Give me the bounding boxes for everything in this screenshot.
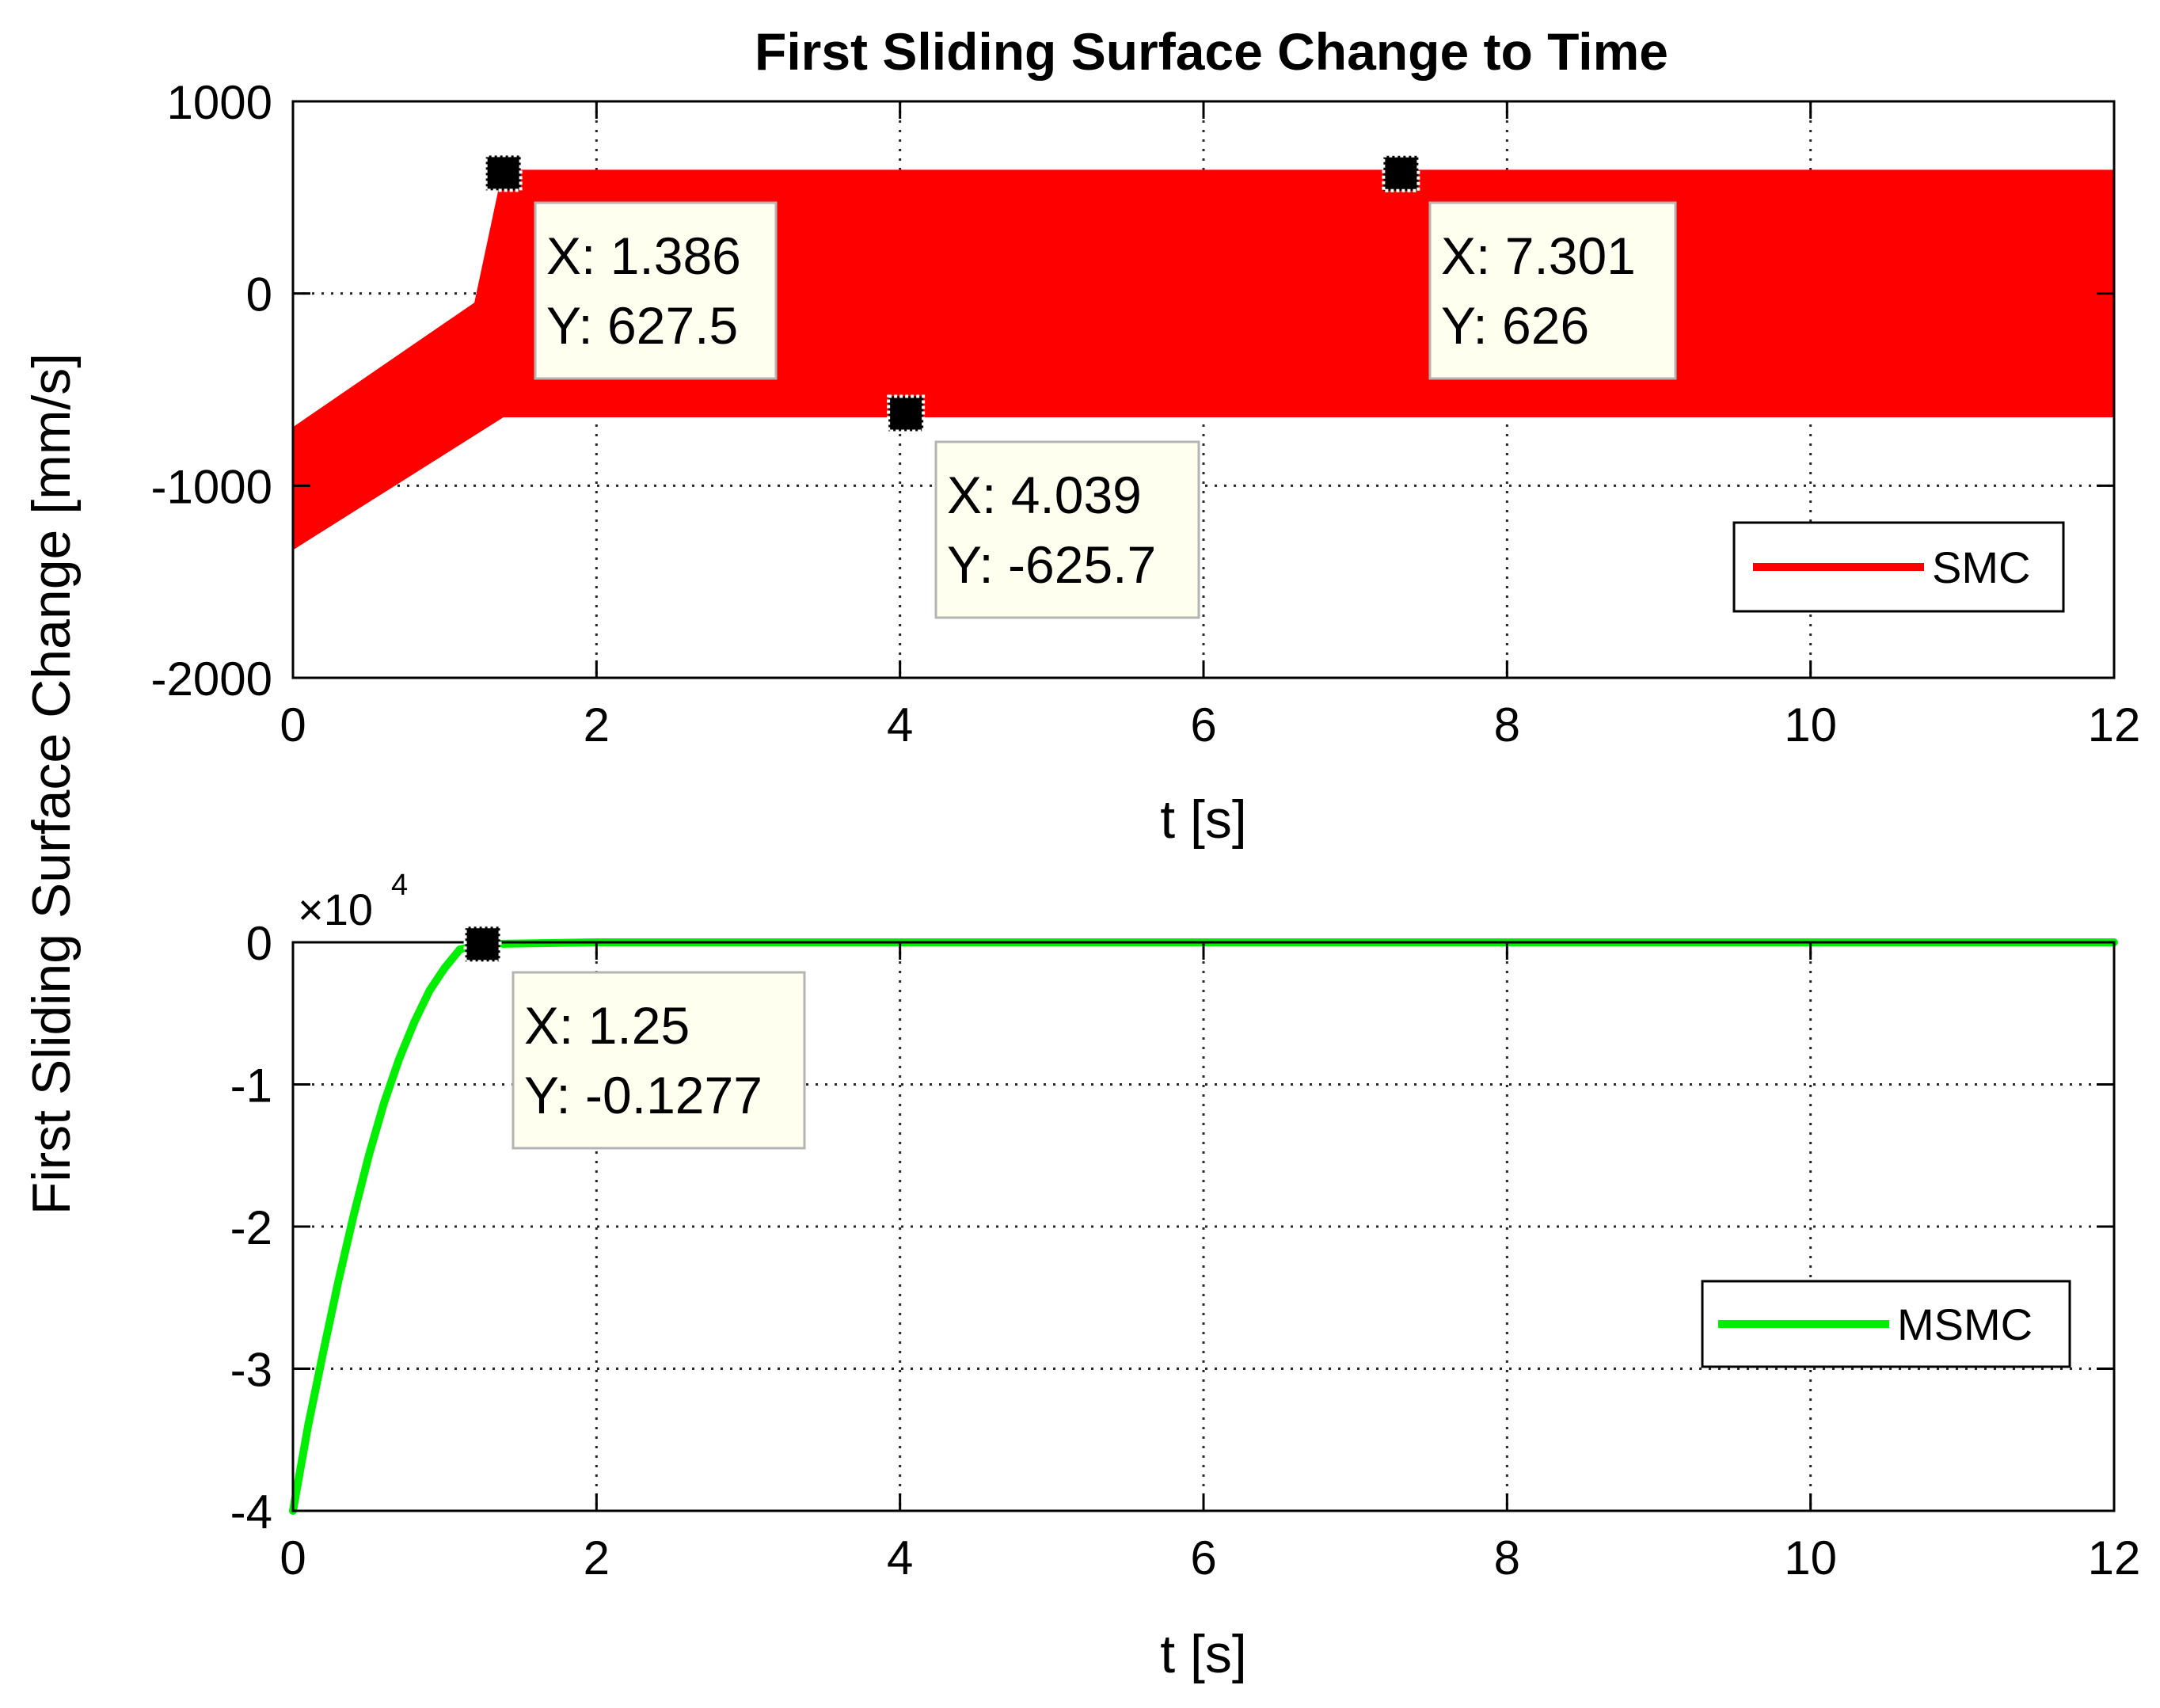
bottom-datatip-1[interactable]: X: 1.25 Y: -0.1277 bbox=[511, 971, 806, 1150]
top-x-tick-label: 2 bbox=[584, 698, 610, 751]
top-x-tick-label: 8 bbox=[1494, 698, 1520, 751]
bottom-legend[interactable]: MSMC bbox=[1701, 1280, 2071, 1368]
top-x-axis-label: t [s] bbox=[1160, 789, 1247, 850]
top-datatip-markers bbox=[484, 154, 1420, 433]
y-axis-label: First Sliding Surface Change [mm/s] bbox=[21, 353, 82, 1215]
top-x-tick-label: 10 bbox=[1784, 698, 1837, 751]
top-x-tick-labels: 0 2 4 6 8 10 12 bbox=[280, 698, 2140, 751]
top-datatip-3-y: Y: 626 bbox=[1441, 296, 1589, 355]
top-datatip-2-x: X: 4.039 bbox=[947, 466, 1142, 524]
bot-x-tick-label: 0 bbox=[280, 1531, 306, 1584]
bot-y-tick-label: -4 bbox=[230, 1485, 272, 1539]
bot-datatip-marker[interactable] bbox=[463, 925, 502, 964]
bottom-subplot: 0 2 4 6 8 10 12 0 -1 -2 -3 -4 t [s] ×10 4 X: 1.25 … bbox=[230, 869, 2141, 1684]
bottom-datatip-1-x: X: 1.25 bbox=[524, 996, 690, 1055]
top-legend[interactable]: SMC bbox=[1732, 521, 2065, 613]
top-x-tick-label: 0 bbox=[280, 698, 306, 751]
top-datatip-marker[interactable] bbox=[484, 154, 523, 192]
top-datatip-2-box bbox=[934, 440, 1200, 619]
bottom-legend-label: MSMC bbox=[1897, 1299, 2033, 1349]
bottom-datatip-markers bbox=[463, 925, 502, 964]
bot-y-tick-label: -3 bbox=[230, 1344, 272, 1397]
bottom-y-multiplier: ×10 4 bbox=[298, 869, 408, 934]
top-datatip-3-x: X: 7.301 bbox=[1441, 226, 1636, 285]
top-y-tick-label: 0 bbox=[246, 268, 272, 321]
bottom-y-multiplier-base: ×10 bbox=[298, 884, 373, 934]
top-x-tick-label: 4 bbox=[887, 698, 913, 751]
bottom-x-axis-label: t [s] bbox=[1160, 1624, 1247, 1684]
bot-x-tick-label: 6 bbox=[1190, 1531, 1216, 1584]
top-subplot: 0 2 4 6 8 10 12 1000 0 -1000 -2000 t [s] X: 1.386… bbox=[151, 76, 2141, 850]
top-datatip-1-y: Y: 627.5 bbox=[546, 296, 738, 355]
top-y-tick-labels: 1000 0 -1000 -2000 bbox=[151, 76, 272, 706]
top-datatip-2[interactable]: X: 4.039 Y: -625.7 bbox=[934, 440, 1200, 619]
bottom-axes-box bbox=[291, 941, 2116, 1512]
bot-y-tick-label: -1 bbox=[230, 1059, 272, 1113]
top-axes-box bbox=[291, 100, 2116, 679]
bottom-datatip-1-box bbox=[511, 971, 806, 1150]
top-datatip-1[interactable]: X: 1.386 Y: 627.5 bbox=[534, 201, 778, 380]
bot-x-tick-label: 8 bbox=[1494, 1531, 1520, 1584]
top-x-tick-label: 12 bbox=[2088, 698, 2141, 751]
bot-y-tick-label: -2 bbox=[230, 1201, 272, 1254]
top-y-tick-label: 1000 bbox=[167, 76, 272, 129]
top-legend-label: SMC bbox=[1932, 542, 2030, 592]
top-datatip-marker[interactable] bbox=[887, 394, 926, 433]
bot-y-tick-label: 0 bbox=[246, 917, 272, 970]
bot-x-tick-label: 10 bbox=[1784, 1531, 1837, 1584]
top-datatip-3[interactable]: X: 7.301 Y: 626 bbox=[1428, 201, 1677, 380]
top-datatip-1-x: X: 1.386 bbox=[546, 226, 741, 285]
bot-x-tick-label: 12 bbox=[2088, 1531, 2141, 1584]
top-x-tick-label: 6 bbox=[1190, 698, 1216, 751]
top-y-tick-label: -2000 bbox=[151, 652, 272, 706]
bottom-x-tick-labels: 0 2 4 6 8 10 12 bbox=[280, 1531, 2140, 1584]
bottom-datatip-1-y: Y: -0.1277 bbox=[524, 1066, 762, 1124]
bottom-y-multiplier-exponent: 4 bbox=[391, 869, 408, 902]
chart-title: First Sliding Surface Change to Time bbox=[755, 22, 1668, 81]
top-y-tick-label: -1000 bbox=[151, 460, 272, 513]
top-datatip-1-box bbox=[534, 201, 778, 380]
bot-x-tick-label: 2 bbox=[584, 1531, 610, 1584]
top-datatip-marker[interactable] bbox=[1382, 154, 1420, 192]
bot-x-tick-label: 4 bbox=[887, 1531, 913, 1584]
top-datatip-3-box bbox=[1428, 201, 1677, 380]
bottom-y-tick-labels: 0 -1 -2 -3 -4 bbox=[230, 917, 272, 1539]
top-datatip-2-y: Y: -625.7 bbox=[947, 535, 1156, 594]
